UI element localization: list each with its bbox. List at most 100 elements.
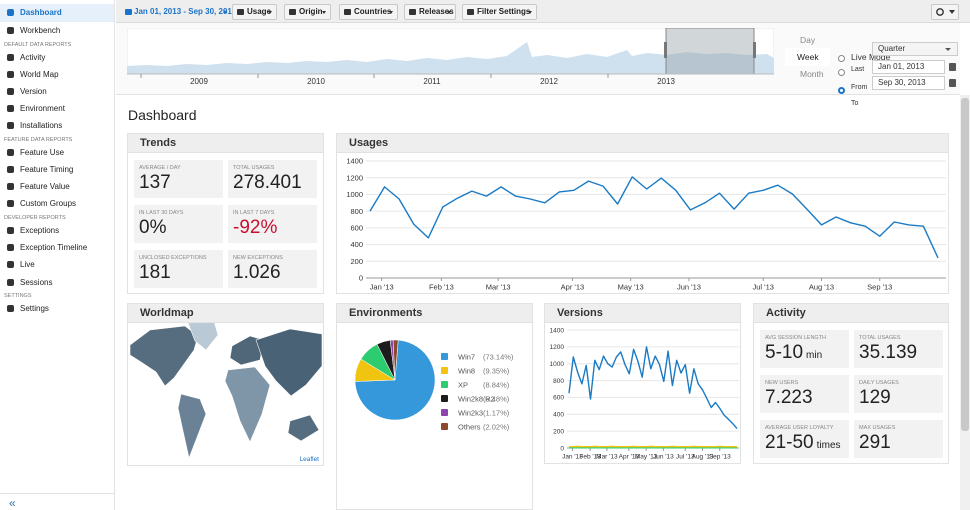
europe [229, 335, 265, 366]
caret [223, 10, 227, 13]
from-input[interactable]: Jan 01, 2013 [872, 60, 945, 74]
nav-item[interactable]: World Map [20, 69, 59, 79]
y-tick-label: 200 [553, 428, 564, 435]
metric-value: 35.139 [859, 342, 917, 364]
granularity-option[interactable]: Month [800, 69, 824, 79]
nav-icon [7, 183, 14, 191]
nav-item[interactable]: Activity [20, 52, 46, 62]
nav-item[interactable]: Sessions [20, 277, 53, 287]
filter-menu[interactable]: Filter Settings [462, 4, 537, 20]
nav-item[interactable]: Live [20, 260, 35, 270]
nav-item[interactable]: Environment [20, 104, 65, 114]
nav-item[interactable]: Settings [20, 304, 49, 313]
collapse-button[interactable]: « [9, 496, 16, 510]
refresh-button[interactable] [931, 4, 959, 20]
granularity-option[interactable]: Week [797, 52, 819, 62]
nav-icon [7, 122, 14, 130]
selection-handle[interactable] [753, 42, 756, 58]
timeline-selection[interactable] [665, 28, 755, 75]
caret [268, 11, 272, 14]
metric-unit: times [816, 440, 841, 451]
metric-value: 5-10 min [765, 342, 822, 364]
filter-menu[interactable]: Releases [404, 4, 456, 20]
calendar-icon[interactable] [949, 63, 956, 71]
metric-number: 129 [859, 387, 891, 408]
y-tick-label: 0 [359, 274, 363, 283]
refresh-glyph [936, 8, 944, 16]
selection-handle[interactable] [664, 42, 667, 58]
year-label: 2010 [307, 77, 325, 86]
legend-swatch [441, 367, 448, 374]
year-label: 2012 [540, 77, 558, 86]
y-tick-label: 1200 [550, 344, 565, 351]
legend-label: Win7 [458, 353, 475, 362]
nav-icon [7, 9, 14, 16]
legend-value: (5.48%) [483, 395, 510, 404]
nav-icon [7, 261, 14, 269]
nav-item[interactable]: Workbench [20, 26, 61, 35]
metric-number: 5-10 [765, 342, 804, 363]
north-america [129, 325, 199, 387]
metric-label: AVG SESSION LENGTH [765, 335, 827, 341]
panel-body: Leaflet [127, 323, 324, 466]
metric-box: IN LAST 7 DAYS -92% [228, 205, 317, 243]
x-tick-label: Sep '13 [709, 454, 731, 461]
x-tick-label: Feb '13 [429, 283, 454, 292]
radio-button[interactable] [838, 55, 845, 62]
page-title: Dashboard [128, 107, 197, 123]
x-tick-label: May '13 [618, 283, 644, 292]
caret [528, 11, 532, 14]
nav-heading: FEATURE DATA REPORTS [4, 136, 73, 143]
nav-icon [7, 278, 14, 286]
nav-item[interactable]: Custom Groups [20, 199, 77, 209]
metric-box: TOTAL USAGES 278.401 [228, 160, 317, 198]
radio-button[interactable] [838, 87, 845, 94]
metric-value: 291 [859, 432, 891, 454]
filter-menu[interactable]: Origin [284, 4, 331, 20]
y-tick-label: 200 [350, 257, 363, 266]
nav-item[interactable]: Dashboard [20, 8, 62, 17]
caret [389, 11, 393, 14]
panel-title: Environments [349, 307, 423, 319]
x-tick-label: Jul '13 [676, 454, 695, 461]
calendar-icon [125, 9, 132, 15]
nav-item[interactable]: Installations [20, 121, 63, 131]
nav-icon [7, 53, 14, 61]
nav-item[interactable]: Feature Use [20, 147, 65, 157]
south-america [177, 393, 207, 460]
to-input[interactable]: Sep 30, 2013 [872, 76, 945, 90]
quarter-select[interactable]: Quarter [872, 42, 958, 56]
metric-label: TOTAL USAGES [233, 165, 275, 171]
granularity-option[interactable]: Day [800, 35, 816, 45]
y-tick-label: 1000 [550, 361, 565, 368]
nav-item[interactable]: Exceptions [20, 225, 60, 235]
scrollbar[interactable] [960, 95, 970, 510]
metric-value: 137 [139, 172, 171, 194]
y-tick-label: 800 [350, 207, 363, 216]
menu-icon [409, 9, 416, 15]
panel-header: Trends [127, 133, 324, 153]
metric-label: NEW USERS [765, 380, 799, 386]
filter-menu[interactable]: Usage [232, 4, 277, 20]
legend-label: Win2k8 R2 [458, 395, 495, 404]
scrollbar-thumb[interactable] [961, 98, 969, 431]
metric-number: 291 [859, 432, 891, 453]
y-tick-label: 400 [350, 240, 363, 249]
world-map[interactable] [128, 323, 323, 465]
nav-icon [7, 166, 14, 173]
pie-chart: Win7 (73.14%) Win8 (9.35%) XP (8.84%) Win2k8 R… [354, 339, 514, 432]
nav-item[interactable]: Exception Timeline [20, 243, 88, 253]
metric-value: 181 [139, 262, 171, 284]
nav-item[interactable]: Feature Timing [20, 165, 74, 174]
filter-menu[interactable]: Countries [339, 4, 398, 20]
metric-value: 278.401 [233, 172, 302, 194]
asia [255, 328, 323, 397]
nav-icon [7, 105, 14, 113]
date-range-button[interactable]: Jan 01, 2013 - Sep 30, 2013 [122, 4, 236, 20]
calendar-icon[interactable] [949, 79, 956, 87]
greenland [187, 323, 219, 351]
radio-button[interactable] [838, 69, 845, 76]
metric-box: AVERAGE USER LOYALTY 21-50 times [760, 420, 849, 458]
nav-item[interactable]: Version [20, 86, 47, 96]
nav-item[interactable]: Feature Value [20, 182, 70, 192]
